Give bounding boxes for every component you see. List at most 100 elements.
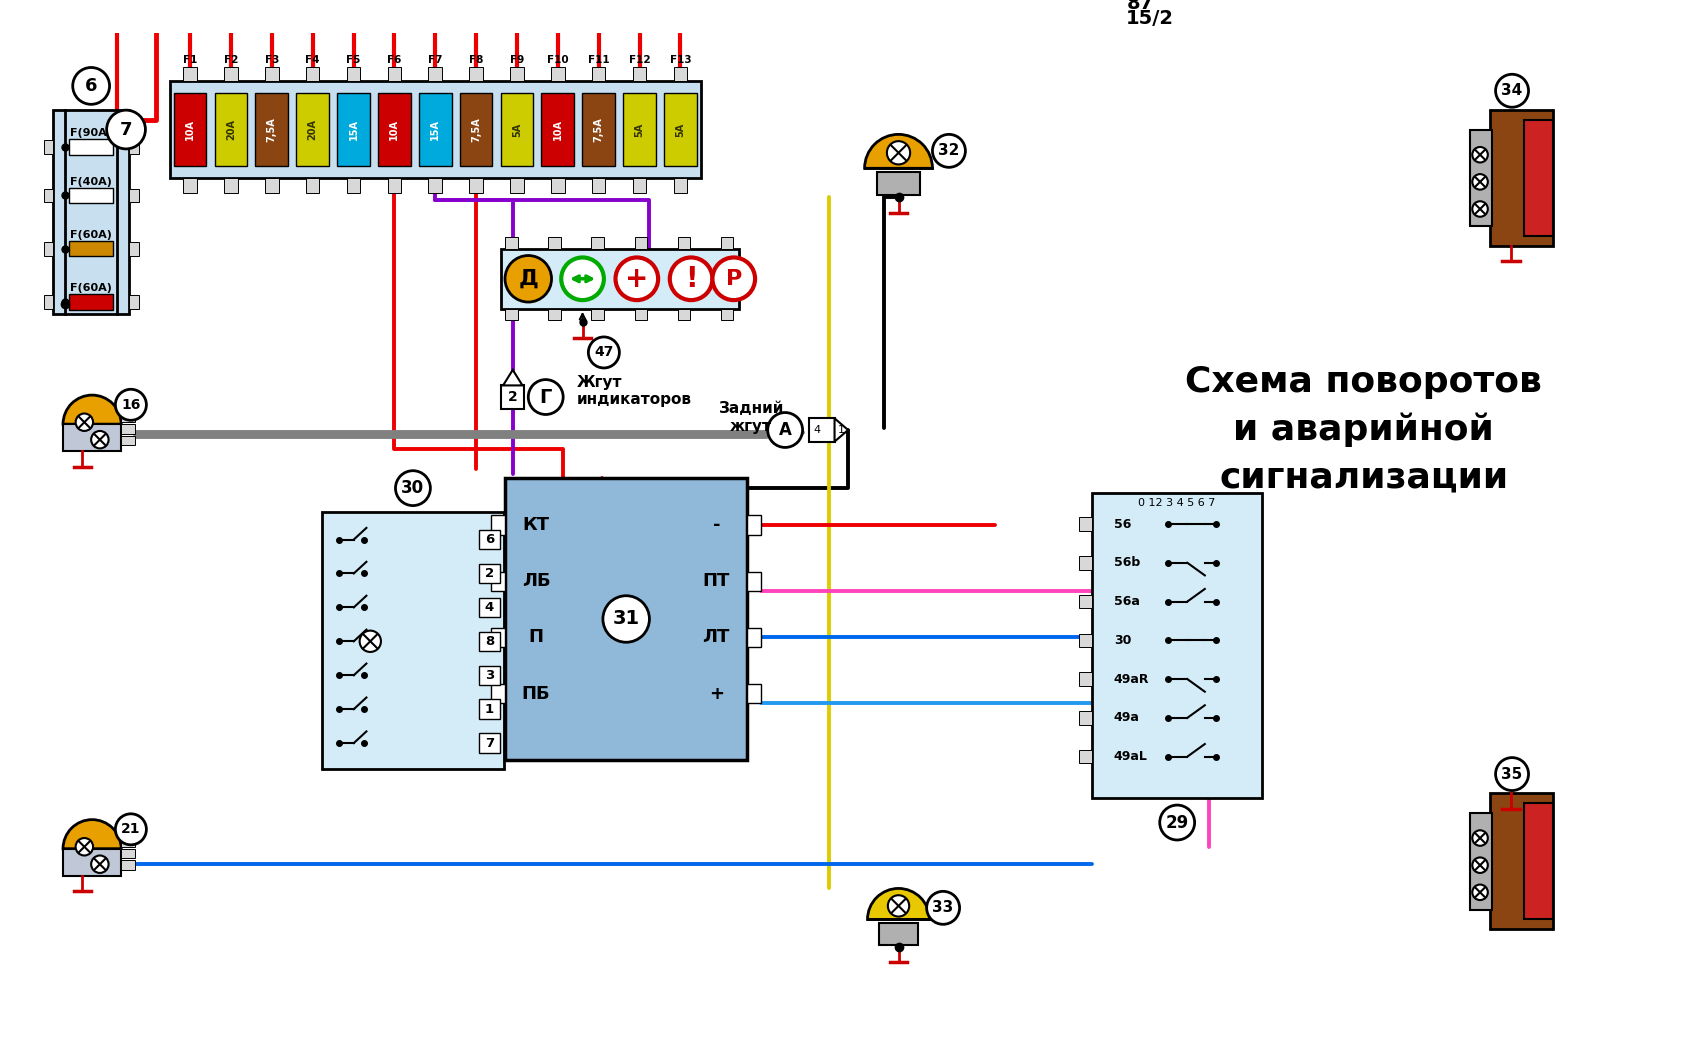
Text: Схема поворотов
и аварийной
сигнализации: Схема поворотов и аварийной сигнализации <box>1186 365 1542 495</box>
FancyBboxPatch shape <box>121 424 135 434</box>
FancyBboxPatch shape <box>387 67 400 81</box>
FancyBboxPatch shape <box>225 67 239 81</box>
Text: 7: 7 <box>486 737 494 749</box>
FancyBboxPatch shape <box>479 564 501 583</box>
Text: 7,5A: 7,5A <box>470 118 481 142</box>
FancyBboxPatch shape <box>322 512 504 770</box>
Text: 2: 2 <box>508 390 518 404</box>
FancyBboxPatch shape <box>460 92 492 166</box>
FancyBboxPatch shape <box>479 666 501 685</box>
FancyBboxPatch shape <box>748 515 762 534</box>
FancyBboxPatch shape <box>63 849 121 876</box>
FancyBboxPatch shape <box>469 178 482 193</box>
Text: 15A: 15A <box>429 119 440 140</box>
Text: А: А <box>779 421 792 439</box>
FancyBboxPatch shape <box>428 67 441 81</box>
Text: 7,5A: 7,5A <box>593 118 603 142</box>
FancyBboxPatch shape <box>591 67 605 81</box>
Circle shape <box>1472 147 1488 162</box>
FancyBboxPatch shape <box>501 249 738 308</box>
FancyBboxPatch shape <box>1471 129 1491 227</box>
Circle shape <box>1472 830 1488 846</box>
Text: 1: 1 <box>486 703 494 716</box>
FancyBboxPatch shape <box>479 530 501 549</box>
Text: 16: 16 <box>121 398 140 411</box>
FancyBboxPatch shape <box>266 67 278 81</box>
Text: 6: 6 <box>486 532 496 547</box>
FancyBboxPatch shape <box>509 67 523 81</box>
Text: 3: 3 <box>486 668 496 683</box>
FancyBboxPatch shape <box>632 178 646 193</box>
FancyBboxPatch shape <box>550 178 564 193</box>
Text: F9: F9 <box>509 55 525 65</box>
Circle shape <box>1472 201 1488 216</box>
FancyBboxPatch shape <box>591 237 603 249</box>
FancyBboxPatch shape <box>53 110 130 314</box>
FancyBboxPatch shape <box>305 178 319 193</box>
Text: 8: 8 <box>486 635 494 648</box>
FancyBboxPatch shape <box>491 515 504 534</box>
FancyBboxPatch shape <box>748 571 762 590</box>
Circle shape <box>1496 74 1528 107</box>
FancyBboxPatch shape <box>1523 803 1552 919</box>
FancyBboxPatch shape <box>346 178 360 193</box>
FancyBboxPatch shape <box>1079 556 1092 569</box>
Text: F4: F4 <box>305 55 320 65</box>
FancyBboxPatch shape <box>130 140 138 154</box>
Text: 10A: 10A <box>390 119 399 140</box>
Text: 4: 4 <box>486 601 494 614</box>
Circle shape <box>75 413 94 431</box>
Circle shape <box>90 431 109 448</box>
Text: 1: 1 <box>486 702 496 717</box>
FancyBboxPatch shape <box>266 178 278 193</box>
Text: 34: 34 <box>1501 84 1523 99</box>
Text: 5A: 5A <box>511 122 521 137</box>
Text: 15/2: 15/2 <box>1126 8 1174 28</box>
Text: F(90A): F(90A) <box>70 128 112 139</box>
Wedge shape <box>867 888 930 919</box>
Circle shape <box>360 631 382 652</box>
Polygon shape <box>835 419 849 442</box>
FancyBboxPatch shape <box>256 92 288 166</box>
FancyBboxPatch shape <box>121 861 135 870</box>
FancyBboxPatch shape <box>296 92 329 166</box>
Circle shape <box>116 389 147 421</box>
Text: F2: F2 <box>223 55 239 65</box>
FancyBboxPatch shape <box>44 296 53 308</box>
FancyBboxPatch shape <box>1079 672 1092 686</box>
Text: 21: 21 <box>121 823 141 836</box>
FancyBboxPatch shape <box>591 178 605 193</box>
Text: -: - <box>712 516 721 534</box>
FancyBboxPatch shape <box>130 189 138 202</box>
FancyBboxPatch shape <box>1471 813 1491 909</box>
Text: F7: F7 <box>428 55 443 65</box>
FancyBboxPatch shape <box>583 92 615 166</box>
Text: 35: 35 <box>1501 766 1523 781</box>
Text: !: ! <box>685 265 697 293</box>
FancyBboxPatch shape <box>1523 120 1552 236</box>
FancyBboxPatch shape <box>591 308 603 320</box>
Text: 20A: 20A <box>308 119 317 140</box>
FancyBboxPatch shape <box>1079 749 1092 763</box>
FancyBboxPatch shape <box>184 178 198 193</box>
FancyBboxPatch shape <box>634 237 648 249</box>
FancyBboxPatch shape <box>721 308 733 320</box>
FancyBboxPatch shape <box>170 81 700 178</box>
Text: Г: Г <box>540 388 552 407</box>
Circle shape <box>90 855 109 873</box>
FancyBboxPatch shape <box>1079 517 1092 531</box>
Text: 15A: 15A <box>349 119 358 140</box>
Text: 30: 30 <box>1114 634 1131 647</box>
FancyBboxPatch shape <box>509 178 523 193</box>
FancyBboxPatch shape <box>121 436 135 445</box>
FancyBboxPatch shape <box>121 412 135 422</box>
FancyBboxPatch shape <box>130 296 138 308</box>
Text: 49aL: 49aL <box>1114 750 1147 763</box>
FancyBboxPatch shape <box>673 178 687 193</box>
FancyBboxPatch shape <box>346 67 360 81</box>
FancyBboxPatch shape <box>501 92 533 166</box>
Text: F12: F12 <box>629 55 651 65</box>
Text: 56a: 56a <box>1114 595 1140 608</box>
FancyBboxPatch shape <box>721 237 733 249</box>
FancyBboxPatch shape <box>491 684 504 704</box>
